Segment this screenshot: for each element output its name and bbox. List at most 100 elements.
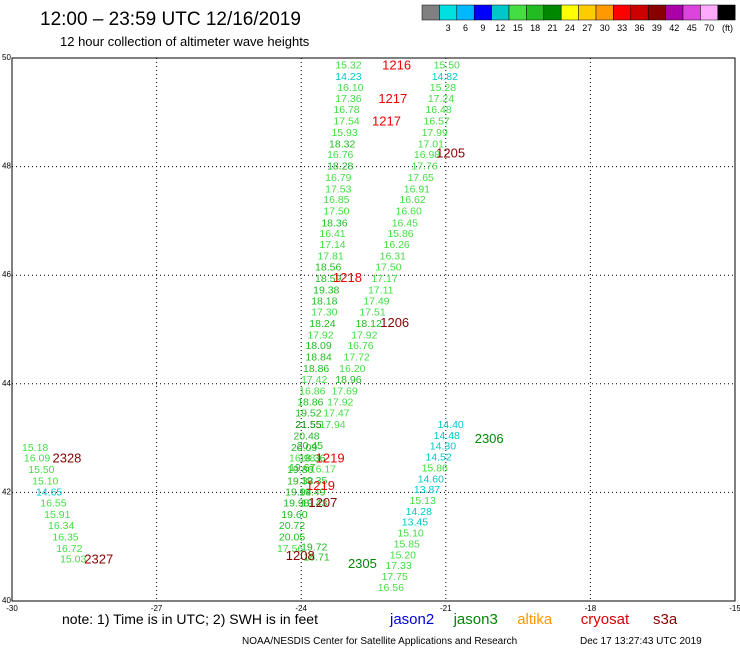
swh-data-label: 15.50 bbox=[434, 60, 460, 72]
swh-data-label: 17.53 bbox=[325, 183, 351, 195]
pass-time-label: 1216 bbox=[382, 58, 411, 73]
swh-data-label: 17.50 bbox=[375, 262, 401, 274]
swh-data-label: 19.98 bbox=[283, 498, 309, 510]
swh-data-label: 17.54 bbox=[333, 115, 359, 127]
swh-data-label: 16.98 bbox=[289, 453, 315, 465]
swh-data-label: 17.92 bbox=[351, 329, 377, 341]
pass-time-label: 1207 bbox=[308, 495, 337, 510]
y-tick-label: 44 bbox=[2, 379, 11, 388]
swh-data-label: 17.65 bbox=[408, 172, 434, 184]
satellite-legend-entry: s3a bbox=[653, 611, 678, 628]
legend-tick-label: 33 bbox=[617, 23, 627, 33]
swh-data-label: 18.28 bbox=[327, 161, 353, 173]
swh-data-label: 17.47 bbox=[323, 408, 349, 420]
swh-data-label: 14.52 bbox=[425, 452, 451, 464]
swh-data-label: 16.91 bbox=[404, 183, 430, 195]
swh-data-label: 17.11 bbox=[368, 284, 394, 296]
swh-data-label: 16.26 bbox=[383, 239, 409, 251]
legend-swatch bbox=[613, 4, 632, 21]
swh-data-label: 13.45 bbox=[402, 517, 428, 529]
satellite-legend-entry: jason2 bbox=[389, 611, 434, 628]
swh-data-label: 15.91 bbox=[44, 509, 70, 521]
chart-subtitle: 12 hour collection of altimeter wave hei… bbox=[60, 34, 310, 49]
swh-data-label: 17.72 bbox=[343, 352, 369, 364]
legend-tick-label: 9 bbox=[480, 23, 485, 33]
legend-swatch bbox=[473, 4, 492, 21]
legend-tick-label: 70 bbox=[704, 23, 714, 33]
swh-data-label: 15.18 bbox=[22, 442, 48, 454]
swh-data-label: 15.20 bbox=[390, 549, 416, 561]
swh-data-label: 16.17 bbox=[310, 464, 336, 476]
legend-units: (ft) bbox=[722, 23, 733, 33]
swh-data-label: 13.87 bbox=[414, 484, 440, 496]
swh-data-label: 15.50 bbox=[28, 464, 54, 476]
legend-tick-label: 18 bbox=[530, 23, 540, 33]
legend-tick-label: 12 bbox=[495, 23, 505, 33]
plot-frame bbox=[11, 57, 736, 602]
swh-data-label: 17.94 bbox=[319, 419, 345, 431]
swh-data-label: 16.57 bbox=[424, 115, 450, 127]
pass-time-label: 2328 bbox=[52, 451, 81, 466]
swh-data-label: 17.92 bbox=[307, 329, 333, 341]
swh-data-label: 15.86 bbox=[422, 462, 448, 474]
swh-data-label: 17.56 bbox=[277, 543, 303, 555]
swh-data-label: 16.78 bbox=[333, 104, 359, 116]
y-tick-label: 48 bbox=[2, 162, 11, 171]
legend-tick-label: 42 bbox=[669, 23, 679, 33]
swh-data-label: 17.24 bbox=[428, 93, 454, 105]
footer-timestamp: Dec 17 13:27:43 UTC 2019 bbox=[580, 636, 702, 647]
y-tick-label: 50 bbox=[2, 53, 11, 62]
legend-tick-label: 30 bbox=[600, 23, 610, 33]
swh-data-label: 16.20 bbox=[339, 363, 365, 375]
legend-swatch bbox=[508, 4, 527, 21]
swh-data-label: 17.33 bbox=[385, 560, 411, 572]
swh-data-label: 17.42 bbox=[301, 374, 327, 386]
footer-credit: NOAA/NESDIS Center for Satellite Applica… bbox=[242, 636, 517, 647]
swh-data-label: 19.38 bbox=[313, 284, 339, 296]
legend-tick-label: 15 bbox=[513, 23, 523, 33]
pass-time-label: 1217 bbox=[372, 113, 401, 128]
swh-data-label: 16.34 bbox=[48, 520, 74, 532]
swh-data-label: 16.85 bbox=[323, 194, 349, 206]
legend-swatch bbox=[700, 4, 719, 21]
swh-data-label: 18.71 bbox=[303, 551, 329, 563]
swh-data-label: 18.32 bbox=[329, 138, 355, 150]
pass-time-label: 1217 bbox=[378, 91, 407, 106]
swh-data-label: 19.67 bbox=[289, 462, 315, 474]
legend-swatch bbox=[595, 4, 614, 21]
swh-data-label: 17.51 bbox=[359, 307, 385, 319]
swh-data-label: 16.98 bbox=[414, 149, 440, 161]
legend-tick-label: 45 bbox=[687, 23, 697, 33]
legend-tick-label: 27 bbox=[582, 23, 592, 33]
y-tick-label: 40 bbox=[2, 596, 11, 605]
legend-swatch bbox=[491, 4, 510, 21]
swh-data-label: 16.35 bbox=[52, 531, 78, 543]
legend-swatch bbox=[421, 4, 440, 21]
legend-tick-label: 36 bbox=[634, 23, 644, 33]
x-tick-label: -21 bbox=[440, 604, 452, 613]
swh-data-label: 15.93 bbox=[331, 127, 357, 139]
swh-data-label: 18.12 bbox=[356, 318, 382, 330]
swh-data-label: 16.45 bbox=[392, 218, 418, 230]
swh-data-label: 18.36 bbox=[299, 453, 325, 465]
legend-tick-label: 39 bbox=[652, 23, 662, 33]
swh-data-label: 17.17 bbox=[371, 273, 397, 285]
swh-data-label: 17.81 bbox=[317, 251, 343, 263]
swh-data-label: 15.85 bbox=[394, 538, 420, 550]
y-tick-label: 46 bbox=[2, 270, 11, 279]
swh-data-label: 19.94 bbox=[285, 486, 311, 498]
swh-data-label: 16.60 bbox=[396, 206, 422, 218]
pass-time-label: 1219 bbox=[316, 451, 345, 466]
swh-data-label: 18.96 bbox=[335, 374, 361, 386]
legend-swatch bbox=[717, 4, 736, 21]
swh-data-label: 19.35 bbox=[301, 475, 327, 487]
footer-note: note: 1) Time is in UTC; 2) SWH is in fe… bbox=[62, 611, 318, 627]
swh-data-label: 19.86 bbox=[287, 464, 313, 476]
swh-data-label: 17.92 bbox=[327, 397, 353, 409]
swh-data-label: 16.41 bbox=[319, 228, 345, 240]
legend-swatch bbox=[526, 4, 545, 21]
swh-data-label: 19.43 bbox=[301, 498, 327, 510]
legend-tick-label: 24 bbox=[565, 23, 575, 33]
swh-data-label: 18.24 bbox=[309, 318, 335, 330]
